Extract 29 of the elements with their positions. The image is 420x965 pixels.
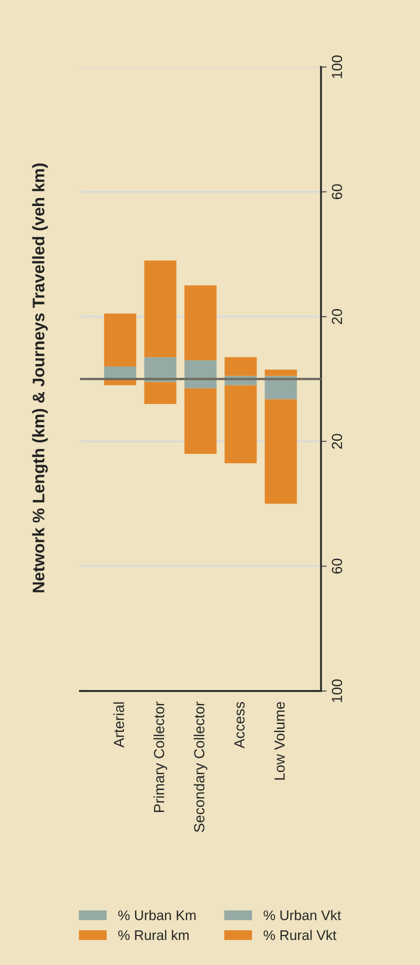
bar — [104, 313, 136, 367]
bar — [224, 385, 257, 464]
text: Network % Length (km) & Journeys Travelled (veh km) — [32, 163, 48, 592]
x-tick-label: Arterial — [113, 702, 124, 748]
x-tick-label: Primary Collector — [154, 702, 168, 812]
bar — [144, 260, 176, 358]
y-tick-label: 20 — [332, 434, 342, 449]
bar — [224, 357, 257, 376]
bar — [184, 285, 217, 360]
x-tick-label: Access — [234, 702, 245, 748]
legend-label: % Rural km — [118, 930, 189, 940]
legend-label: % Rural Vkt — [264, 930, 336, 940]
y-tick-label: 100 — [332, 55, 342, 78]
bar — [264, 399, 297, 504]
bar — [184, 360, 217, 379]
bar — [144, 357, 176, 379]
y-tick-label: 60 — [332, 558, 342, 574]
bar — [264, 379, 297, 400]
y-tick-label: 20 — [332, 309, 342, 324]
bar — [144, 382, 176, 404]
bar — [104, 366, 136, 379]
legend-label: % Urban Km — [118, 910, 196, 920]
x-tick-label: Secondary Collector — [194, 702, 208, 832]
bar — [184, 388, 217, 454]
y-tick-label: 100 — [332, 679, 342, 702]
legend-label: % Urban Vkt — [264, 910, 342, 920]
bar — [264, 370, 297, 376]
x-tick-label: Low Volume — [274, 702, 285, 780]
y-tick-label: 60 — [332, 184, 342, 200]
